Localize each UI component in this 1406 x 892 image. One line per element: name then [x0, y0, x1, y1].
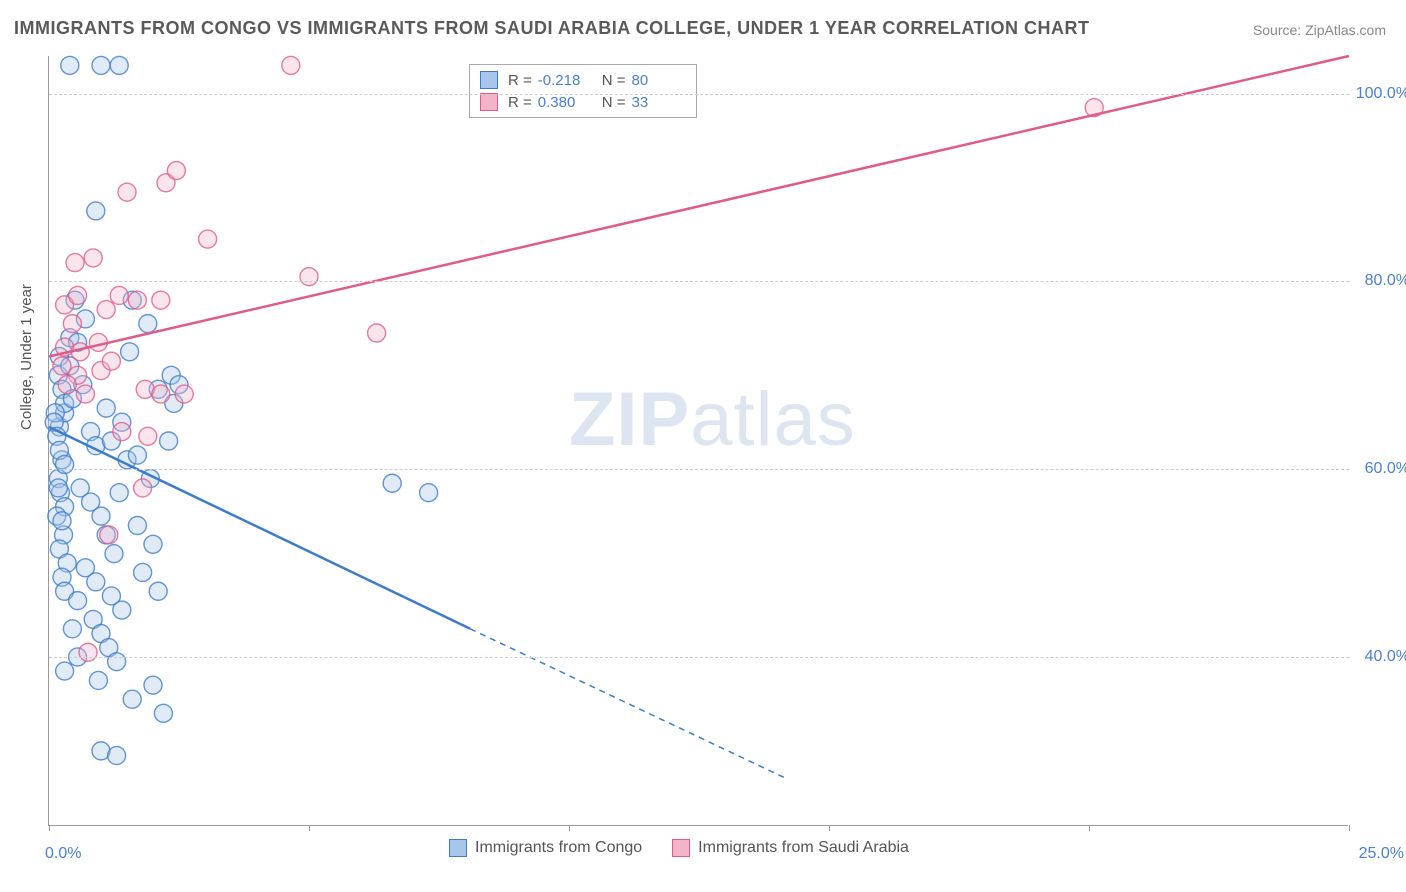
legend-item-congo: Immigrants from Congo	[449, 839, 642, 857]
y-tick-label: 40.0%	[1354, 648, 1406, 666]
x-tick	[49, 825, 50, 831]
gridline-h	[49, 469, 1349, 470]
stat-r-saudi: 0.380	[538, 94, 592, 111]
x-tick	[1089, 825, 1090, 831]
stat-n-saudi: 33	[632, 94, 686, 111]
x-tick-label: 0.0%	[45, 845, 81, 863]
legend-stats-box: R = -0.218 N = 80 R = 0.380 N = 33	[469, 64, 697, 118]
legend-swatch-congo	[480, 71, 498, 89]
x-tick	[569, 825, 570, 831]
stat-r-label: R =	[508, 72, 532, 89]
gridline-h	[49, 657, 1349, 658]
stat-r-congo: -0.218	[538, 72, 592, 89]
x-tick	[1349, 825, 1350, 831]
stat-r-label: R =	[508, 94, 532, 111]
legend-swatch-saudi	[480, 93, 498, 111]
y-axis-title: College, Under 1 year	[18, 284, 35, 430]
stat-n-label: N =	[602, 72, 626, 89]
legend-label-saudi: Immigrants from Saudi Arabia	[698, 839, 909, 857]
plot-area: ZIPatlas R = -0.218 N = 80 R = 0.380 N =…	[48, 56, 1348, 826]
y-tick-label: 100.0%	[1354, 85, 1406, 103]
chart-title: IMMIGRANTS FROM CONGO VS IMMIGRANTS FROM…	[14, 18, 1090, 39]
legend-item-saudi: Immigrants from Saudi Arabia	[672, 839, 909, 857]
stat-n-congo: 80	[632, 72, 686, 89]
legend-bottom: Immigrants from Congo Immigrants from Sa…	[449, 839, 909, 857]
x-tick-label: 25.0%	[1359, 845, 1404, 863]
source-credit: Source: ZipAtlas.com	[1253, 22, 1386, 38]
legend-swatch-congo	[449, 839, 467, 857]
gridline-h	[49, 281, 1349, 282]
legend-label-congo: Immigrants from Congo	[475, 839, 642, 857]
stat-n-label: N =	[602, 94, 626, 111]
x-tick	[309, 825, 310, 831]
legend-swatch-saudi	[672, 839, 690, 857]
gridline-h	[49, 94, 1349, 95]
x-tick	[829, 825, 830, 831]
y-tick-label: 60.0%	[1354, 460, 1406, 478]
legend-stats-row-congo: R = -0.218 N = 80	[480, 69, 686, 91]
chart-svg	[49, 56, 1349, 826]
y-tick-label: 80.0%	[1354, 272, 1406, 290]
